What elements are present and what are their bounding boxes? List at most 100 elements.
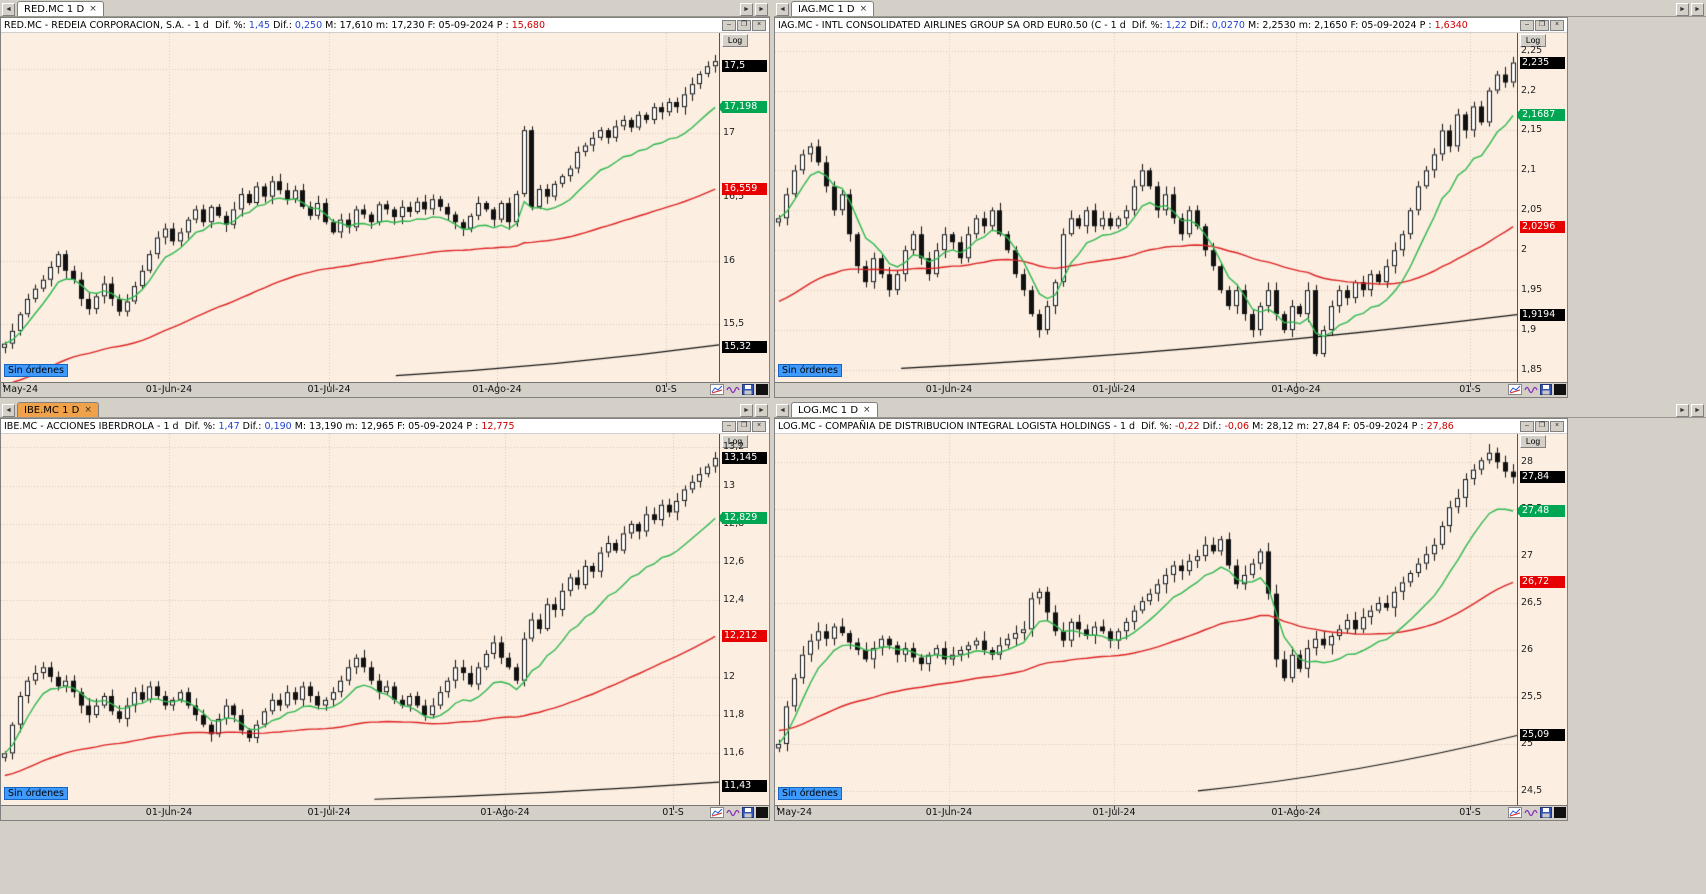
- axis-tick-mark: [1114, 383, 1115, 387]
- price-axis[interactable]: Log 2,25 2,2 2,15 2,1 2,05 2 1,95 1,9 1,85 2,235 2…: [1517, 33, 1567, 382]
- instrument-tab[interactable]: LOG.MC 1 D ×: [791, 402, 878, 417]
- minimize-button[interactable]: –: [722, 19, 736, 31]
- plot-area[interactable]: Sin órdenes: [775, 33, 1517, 382]
- axis-tick-mark: [505, 806, 506, 810]
- plot-area[interactable]: Sin órdenes: [775, 434, 1517, 805]
- maximize-button[interactable]: ❐: [1535, 420, 1549, 432]
- instrument-tab[interactable]: IBE.MC 1 D ×: [17, 402, 99, 417]
- chart-area: Sin órdenes Log 17,51716,51615,517,517,1…: [1, 33, 769, 382]
- axis-tick-label: 17: [723, 126, 736, 138]
- save-icon[interactable]: [742, 384, 754, 395]
- price-axis[interactable]: Log 17,51716,51615,517,517,19816,55915,3…: [719, 33, 769, 382]
- tab-scroll-right-icon[interactable]: ►: [740, 404, 753, 417]
- chart-preview-icon[interactable]: [710, 807, 724, 818]
- instrument-title: IAG.MC - INTL CONSOLIDATED AIRLINES GROU…: [778, 19, 1126, 31]
- title-stats: Dif. %: 1,22 Dif.: 0,0270 M: 2,2530 m: 2…: [1129, 20, 1468, 31]
- time-axis[interactable]: May-24 01-Jun-24 01-Jul-24 01-Ago-24 01-S: [1, 382, 769, 397]
- tab-scroll-left-icon[interactable]: ◄: [776, 404, 789, 417]
- stat-label: Dif.:: [270, 19, 295, 31]
- chart-window: LOG.MC - COMPAÑIA DE DISTRIBUCION INTEGR…: [774, 418, 1568, 821]
- chart-preview-icon[interactable]: [1508, 384, 1522, 395]
- corner-box-icon[interactable]: [1554, 807, 1566, 818]
- close-button[interactable]: ×: [752, 19, 766, 31]
- log-scale-button[interactable]: Log: [722, 34, 748, 47]
- instrument-tab[interactable]: IAG.MC 1 D ×: [791, 1, 875, 16]
- axis-date-label: 01-Jun-24: [145, 384, 193, 395]
- tab-overflow-icon[interactable]: ►: [755, 3, 768, 16]
- stat-label: F:: [424, 19, 439, 31]
- axis-date-label: 01-Jul-24: [307, 384, 351, 395]
- price-axis[interactable]: Log 2827,52726,52625,52524,527,8427,4826…: [1517, 434, 1567, 805]
- save-icon[interactable]: [1540, 384, 1552, 395]
- log-scale-button[interactable]: Log: [1520, 435, 1546, 448]
- tab-scroll-right-icon[interactable]: ►: [1676, 3, 1689, 16]
- instrument-tab[interactable]: RED.MC 1 D ×: [17, 1, 104, 16]
- corner-box-icon[interactable]: [1554, 384, 1566, 395]
- stat-value: 0,250: [294, 19, 323, 31]
- indicator-wave-icon[interactable]: [726, 384, 740, 395]
- save-icon[interactable]: [1540, 807, 1552, 818]
- chart-area: Sin órdenes Log 13,21312,812,612,412,212…: [1, 434, 769, 805]
- indicator-wave-icon[interactable]: [1524, 807, 1538, 818]
- tab-close-icon[interactable]: ×: [89, 4, 97, 14]
- minimize-button[interactable]: –: [722, 420, 736, 432]
- log-scale-button[interactable]: Log: [1520, 34, 1546, 47]
- stat-value: 0,190: [264, 420, 292, 432]
- minimize-button[interactable]: –: [1520, 19, 1534, 31]
- tab-overflow-icon[interactable]: ►: [1691, 3, 1704, 16]
- log-scale-button[interactable]: Log: [722, 435, 748, 448]
- tab-overflow-icon[interactable]: ►: [1691, 404, 1704, 417]
- axis-tick-label: 2,2: [1521, 84, 1537, 96]
- tab-close-icon[interactable]: ×: [863, 405, 871, 415]
- axis-tick-mark: [497, 383, 498, 387]
- axis-tick-label: 12: [723, 670, 736, 682]
- stat-label: m:: [372, 19, 392, 31]
- stat-label: P :: [1416, 19, 1435, 31]
- corner-box-icon[interactable]: [756, 807, 768, 818]
- tab-scroll-right-icon[interactable]: ►: [740, 3, 753, 16]
- save-icon[interactable]: [742, 807, 754, 818]
- price-marker-green: 2,1687: [1518, 109, 1565, 122]
- maximize-button[interactable]: ❐: [1535, 19, 1549, 31]
- tab-scroll-left-icon[interactable]: ◄: [776, 3, 789, 16]
- price-axis[interactable]: Log 13,21312,812,612,412,21211,811,613,1…: [719, 434, 769, 805]
- axis-tick-label: 1,85: [1521, 364, 1543, 376]
- axis-toolbar: [1508, 384, 1566, 395]
- indicator-wave-icon[interactable]: [726, 807, 740, 818]
- axis-tick-label: 15,5: [723, 318, 745, 330]
- corner-box-icon[interactable]: [756, 384, 768, 395]
- close-button[interactable]: ×: [752, 420, 766, 432]
- tab-scroll-left-icon[interactable]: ◄: [2, 404, 15, 417]
- time-axis[interactable]: 01-Jun-24 01-Jul-24 01-Ago-24 01-S: [775, 382, 1567, 397]
- axis-tick-mark: [949, 383, 950, 387]
- plot-area[interactable]: Sin órdenes: [1, 434, 719, 805]
- minimize-button[interactable]: –: [1520, 420, 1534, 432]
- tab-scroll-left-icon[interactable]: ◄: [2, 3, 15, 16]
- time-axis[interactable]: May-24 01-Jun-24 01-Jul-24 01-Ago-24 01-S: [775, 805, 1567, 820]
- plot-area[interactable]: Sin órdenes: [1, 33, 719, 382]
- stat-value: 1,6340: [1434, 19, 1468, 31]
- candlestick-canvas[interactable]: [775, 434, 1517, 805]
- maximize-button[interactable]: ❐: [737, 19, 751, 31]
- candlestick-canvas[interactable]: [775, 33, 1517, 382]
- axis-tick-mark: [949, 806, 950, 810]
- tab-bar: ◄ RED.MC 1 D × ► ►: [0, 0, 770, 17]
- chart-preview-icon[interactable]: [710, 384, 724, 395]
- stat-value: 05-09-2024: [438, 19, 494, 31]
- stat-label: Dif.:: [239, 420, 265, 432]
- chart-preview-icon[interactable]: [1508, 807, 1522, 818]
- tab-bar: ◄ IBE.MC 1 D × ► ►: [0, 401, 770, 418]
- maximize-button[interactable]: ❐: [737, 420, 751, 432]
- tab-overflow-icon[interactable]: ►: [755, 404, 768, 417]
- time-axis[interactable]: 01-Jun-24 01-Jul-24 01-Ago-24 01-S: [1, 805, 769, 820]
- tab-close-icon[interactable]: ×: [84, 405, 92, 415]
- candlestick-canvas[interactable]: [1, 434, 719, 805]
- indicator-wave-icon[interactable]: [1524, 384, 1538, 395]
- candlestick-canvas[interactable]: [1, 33, 719, 382]
- close-button[interactable]: ×: [1550, 420, 1564, 432]
- chart-area: Sin órdenes Log 2827,52726,52625,52524,5…: [775, 434, 1567, 805]
- close-button[interactable]: ×: [1550, 19, 1564, 31]
- tab-close-icon[interactable]: ×: [859, 4, 868, 14]
- tab-scroll-right-icon[interactable]: ►: [1676, 404, 1689, 417]
- stat-label: Dif. %:: [211, 19, 249, 31]
